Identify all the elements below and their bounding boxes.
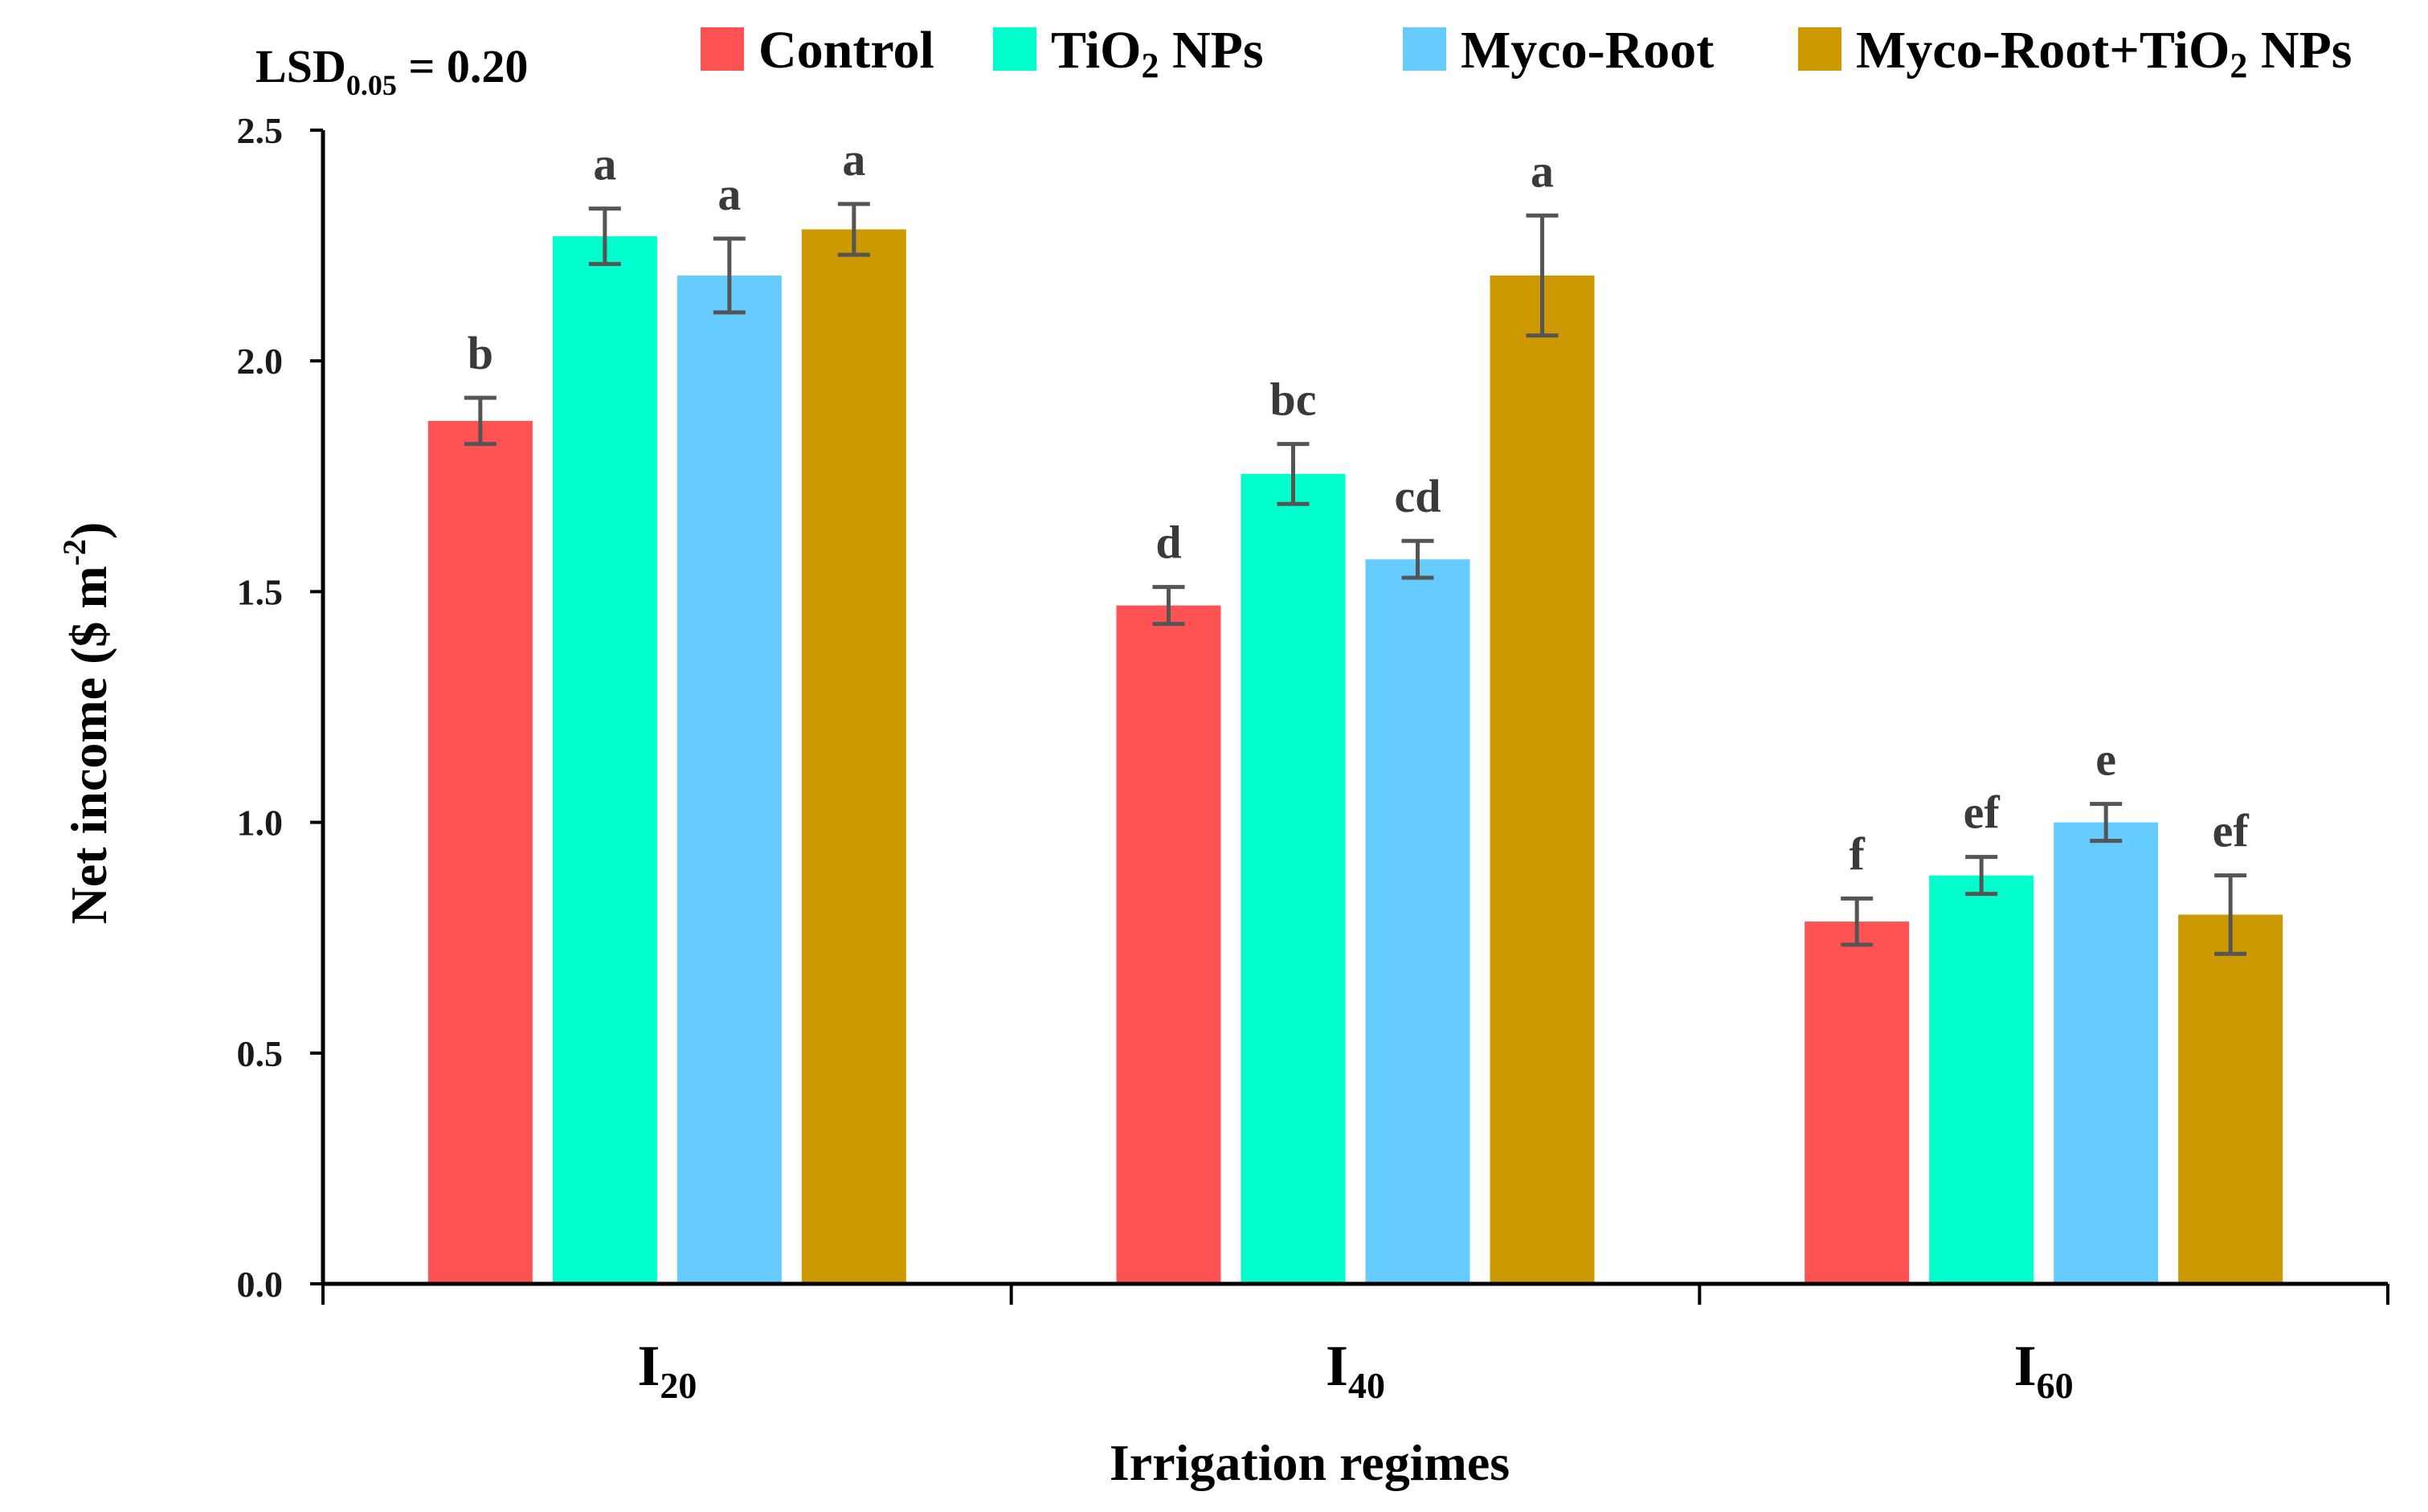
significance-letter: cd — [1395, 470, 1441, 522]
significance-letter: f — [1850, 828, 1866, 880]
bar — [1116, 605, 1221, 1284]
legend-label: Myco-Root — [1461, 21, 1714, 80]
bar — [1365, 559, 1470, 1284]
significance-letter: d — [1155, 517, 1181, 569]
significance-letter: ef — [1964, 787, 2001, 839]
significance-letters-group: b a a a d bc cd a f ef e ef — [468, 133, 2250, 880]
bars-group — [427, 229, 2283, 1285]
significance-letter: b — [468, 327, 493, 379]
bar — [2054, 822, 2159, 1284]
significance-letter: a — [842, 133, 865, 186]
significance-letter: a — [717, 168, 741, 220]
legend-item: Myco-Root — [1403, 21, 1714, 80]
significance-letter: e — [2095, 734, 2116, 786]
legend-swatch — [1798, 27, 1841, 71]
legend-swatch — [1403, 27, 1446, 71]
error-bars-group — [464, 202, 2247, 956]
legend: Control TiO2 NPs Myco-Root Myco-Root+TiO2 N… — [701, 21, 2352, 85]
x-tick-label: I20 — [637, 1334, 697, 1406]
axes-group: 0.0 0.5 1.0 1.5 2.0 2.5 I20 I40 I60 — [237, 110, 2389, 1406]
significance-letter: bc — [1270, 374, 1317, 426]
x-axis-title: Irrigation regimes — [1110, 1434, 1510, 1491]
y-axis-title: Net income ($ m-2) — [56, 522, 117, 925]
y-tick-label: 2.0 — [237, 341, 284, 382]
lsd-annotation: LSD0.05 = 0.20 — [255, 40, 528, 101]
legend-swatch — [701, 27, 744, 71]
bar — [427, 420, 533, 1284]
legend-label: Control — [758, 21, 934, 80]
legend-item: Myco-Root+TiO2 NPs — [1798, 21, 2352, 85]
bar — [1241, 473, 1346, 1284]
bar — [2178, 914, 2283, 1284]
significance-letter: a — [1531, 145, 1554, 197]
significance-letter: a — [593, 138, 616, 190]
x-tick-label: I60 — [2014, 1334, 2074, 1406]
y-tick-label: 0.0 — [237, 1264, 284, 1305]
bar — [676, 275, 782, 1284]
y-tick-label: 0.5 — [237, 1033, 284, 1074]
legend-label: Myco-Root+TiO2 NPs — [1856, 21, 2352, 85]
legend-item: Control — [701, 21, 934, 80]
bar — [1929, 875, 2034, 1284]
legend-label: TiO2 NPs — [1051, 21, 1264, 85]
bar — [1805, 922, 1910, 1284]
y-tick-label: 1.5 — [237, 571, 284, 612]
y-tick-label: 2.5 — [237, 110, 284, 151]
bar — [801, 229, 906, 1285]
bar — [552, 236, 657, 1284]
legend-item: TiO2 NPs — [993, 21, 1264, 85]
x-tick-label: I40 — [1326, 1334, 1385, 1406]
y-tick-label: 1.0 — [237, 803, 284, 844]
significance-letter: ef — [2213, 805, 2250, 857]
legend-swatch — [993, 27, 1036, 71]
bar — [1490, 275, 1595, 1284]
